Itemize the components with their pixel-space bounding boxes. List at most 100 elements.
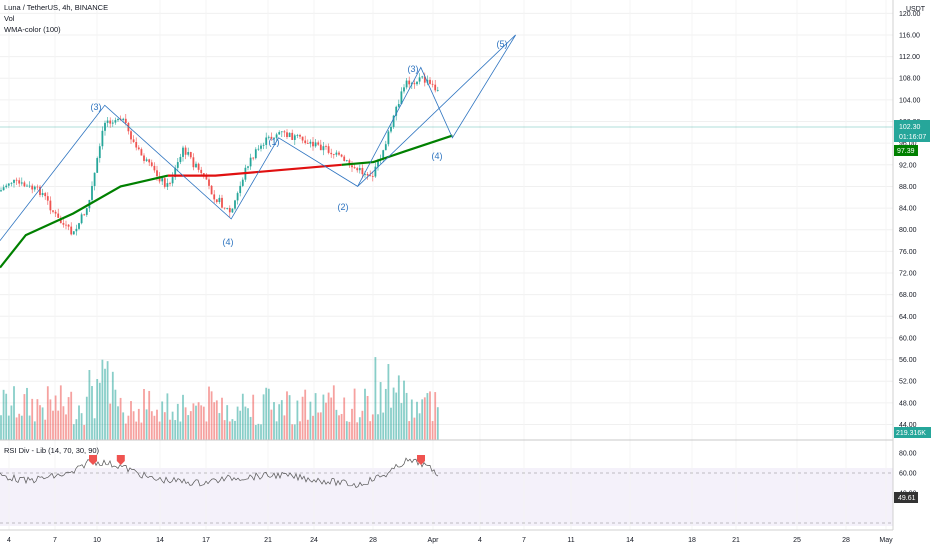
candle-body xyxy=(221,197,223,208)
volume-bar xyxy=(379,382,382,440)
volume-bar xyxy=(338,415,340,440)
time-tick-label: 28 xyxy=(369,537,377,544)
candle-body xyxy=(106,120,109,123)
volume-bar xyxy=(20,415,23,440)
volume-bar xyxy=(395,392,398,440)
candle-body xyxy=(166,183,169,187)
candle-body xyxy=(309,141,312,144)
volume-bar xyxy=(67,397,70,440)
candle-body xyxy=(111,122,114,124)
volume-bar xyxy=(377,414,379,440)
candle-body xyxy=(280,131,283,133)
candle-body xyxy=(75,228,78,232)
volume-bar xyxy=(408,421,411,440)
grid-lines xyxy=(0,0,893,530)
volume-bar xyxy=(49,399,52,440)
volume-bar xyxy=(91,386,93,440)
candle-body xyxy=(197,163,200,170)
candle-body xyxy=(228,207,231,213)
candle-body xyxy=(65,224,67,226)
volume-bar xyxy=(384,388,387,440)
candle-body xyxy=(156,170,158,177)
volume-bar xyxy=(33,421,36,440)
volume-legend[interactable]: Vol xyxy=(4,14,15,23)
candle-body xyxy=(296,134,299,136)
volume-bar xyxy=(117,406,119,440)
wma-legend[interactable]: WMA-color (100) xyxy=(4,25,61,34)
candle-body xyxy=(210,185,213,195)
time-axis[interactable] xyxy=(0,530,932,550)
time-tick-label: 28 xyxy=(842,537,850,544)
candle-body xyxy=(124,118,127,123)
price-tick-label: 84.00 xyxy=(899,206,917,213)
candle-body xyxy=(270,136,273,139)
candle-body xyxy=(39,186,41,195)
volume-bar xyxy=(286,391,288,440)
volume-bar xyxy=(132,411,135,440)
time-axis-ticks: 4 7 10 14 17 21 24 28 Apr 4 7 11 14 18 21 25 28 May xyxy=(7,537,893,544)
candle-body xyxy=(338,152,340,155)
candle-body xyxy=(13,179,15,183)
wave-label-1: (1) xyxy=(269,137,280,147)
volume-bar xyxy=(239,410,242,440)
volume-bar xyxy=(7,415,10,440)
candle-body xyxy=(218,197,221,203)
candle-body xyxy=(286,132,288,138)
volume-bar xyxy=(426,393,429,440)
volume-bar xyxy=(202,406,205,440)
volume-bar xyxy=(54,395,57,440)
candle-body xyxy=(223,207,226,209)
volume-bar xyxy=(436,407,439,440)
volume-bar xyxy=(278,404,281,440)
time-tick-label: Apr xyxy=(428,537,440,544)
volume-bar xyxy=(208,386,210,440)
volume-bar xyxy=(317,412,320,440)
volume-bar xyxy=(39,405,41,440)
candle-body xyxy=(288,132,291,138)
candle-body xyxy=(150,162,153,166)
volume-bar xyxy=(234,420,236,440)
price-pane[interactable] xyxy=(0,0,893,440)
candle-body xyxy=(423,76,426,83)
candle-body xyxy=(351,165,353,168)
wave-label-5: (5) xyxy=(497,39,508,49)
candle-body xyxy=(52,210,54,212)
volume-bar xyxy=(345,421,348,440)
candle-body xyxy=(322,146,325,151)
volume-bar xyxy=(226,405,229,440)
candle-body xyxy=(364,174,366,175)
candle-body xyxy=(413,83,416,85)
volume-bar xyxy=(166,393,169,440)
volume-bar xyxy=(83,424,86,440)
volume-bar xyxy=(156,409,158,440)
symbol-legend[interactable]: Luna / TetherUS, 4h, BINANCE xyxy=(4,3,109,12)
volume-bar xyxy=(418,413,421,440)
price-tick-label: 48.00 xyxy=(899,400,917,407)
volume-bar xyxy=(293,424,296,440)
rsi-legend[interactable]: RSI Div - Lib (14, 70, 30, 90) xyxy=(4,446,100,455)
candle-body xyxy=(49,200,52,211)
volume-bar xyxy=(260,424,262,440)
volume-bar xyxy=(150,411,153,440)
candle-body xyxy=(366,174,369,176)
volume-bar xyxy=(288,395,291,440)
volume-bar xyxy=(187,415,190,440)
price-axis[interactable] xyxy=(893,0,932,530)
rsi-badge xyxy=(894,492,918,503)
volume-bar xyxy=(371,414,374,440)
candle-body xyxy=(275,134,278,138)
volume-bar xyxy=(13,386,15,440)
volume-bar xyxy=(343,397,346,440)
candle-body xyxy=(93,172,96,186)
candle-body xyxy=(343,156,346,161)
candle-body xyxy=(83,214,86,216)
candle-body xyxy=(434,84,437,91)
volume-bar xyxy=(153,415,156,440)
wave-channel xyxy=(357,34,516,187)
candle-body xyxy=(429,79,431,84)
volume-bar xyxy=(135,421,138,440)
wma-segment xyxy=(0,174,169,269)
candle-body xyxy=(319,144,322,151)
candle-body xyxy=(20,182,23,184)
